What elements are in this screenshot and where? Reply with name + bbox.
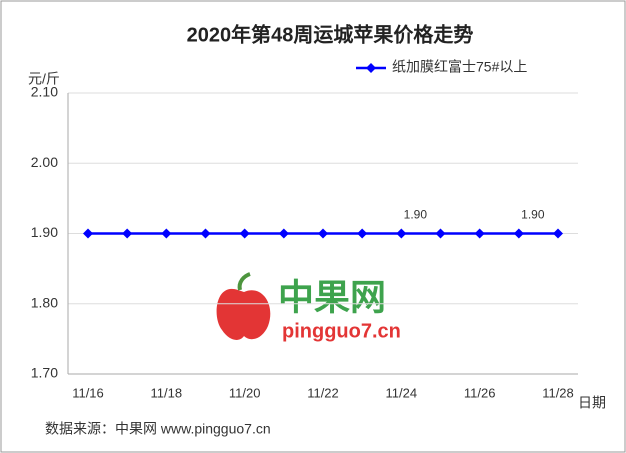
point bbox=[357, 228, 368, 239]
watermark: 中果网 pingguo7.cn bbox=[216, 272, 401, 342]
y-tick-label: 2.00 bbox=[31, 154, 58, 170]
x-tick-label: 11/16 bbox=[72, 385, 104, 400]
point bbox=[513, 228, 524, 239]
x-tick-label: 11/20 bbox=[229, 385, 261, 400]
x-tick-label: 11/24 bbox=[386, 385, 418, 400]
point bbox=[278, 228, 289, 239]
y-tick-label: 1.80 bbox=[31, 294, 58, 310]
y-tick-label: 1.90 bbox=[31, 224, 58, 240]
point bbox=[474, 228, 485, 239]
y-tick-label: 2.10 bbox=[31, 84, 58, 100]
chart-title: 2020年第48周运城苹果价格走势 bbox=[187, 22, 474, 46]
x-tick-label: 11/26 bbox=[464, 385, 496, 400]
point bbox=[318, 228, 328, 239]
point bbox=[161, 228, 172, 239]
point bbox=[396, 228, 407, 239]
legend-label: 纸加膜红富士75#以上 bbox=[392, 59, 527, 75]
watermark-name: 中果网 bbox=[278, 277, 386, 318]
point bbox=[122, 228, 133, 239]
y-tick-label: 1.70 bbox=[31, 365, 58, 381]
source: 数据来源：中果网 www.pingguo7.cn bbox=[45, 421, 271, 437]
point bbox=[435, 228, 446, 239]
x-tick-label: 11/18 bbox=[151, 385, 183, 400]
legend-marker bbox=[366, 63, 376, 73]
point bbox=[239, 228, 250, 239]
apple-icon bbox=[216, 288, 271, 340]
point bbox=[200, 228, 211, 239]
point bbox=[83, 228, 93, 239]
x-axis-label: 日期 bbox=[578, 395, 606, 411]
data-label: 1.90 bbox=[521, 208, 545, 222]
point bbox=[553, 228, 563, 239]
watermark-url: pingguo7.cn bbox=[282, 320, 401, 342]
apple-leaf bbox=[237, 272, 251, 291]
data-label: 1.90 bbox=[404, 208, 428, 222]
x-tick-label: 11/22 bbox=[307, 385, 339, 400]
y-axis-label: 元/斤 bbox=[28, 71, 60, 87]
x-tick-label: 11/28 bbox=[542, 385, 574, 400]
